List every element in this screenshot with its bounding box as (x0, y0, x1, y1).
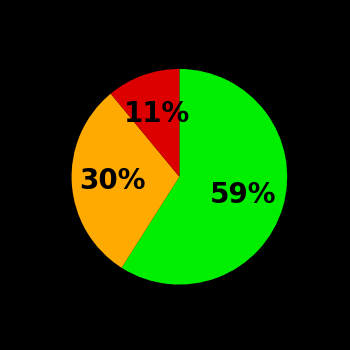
Text: 11%: 11% (124, 100, 190, 128)
Text: 59%: 59% (210, 181, 277, 209)
Text: 30%: 30% (79, 167, 146, 195)
Wedge shape (121, 69, 287, 285)
Wedge shape (72, 94, 179, 268)
Wedge shape (111, 69, 180, 177)
